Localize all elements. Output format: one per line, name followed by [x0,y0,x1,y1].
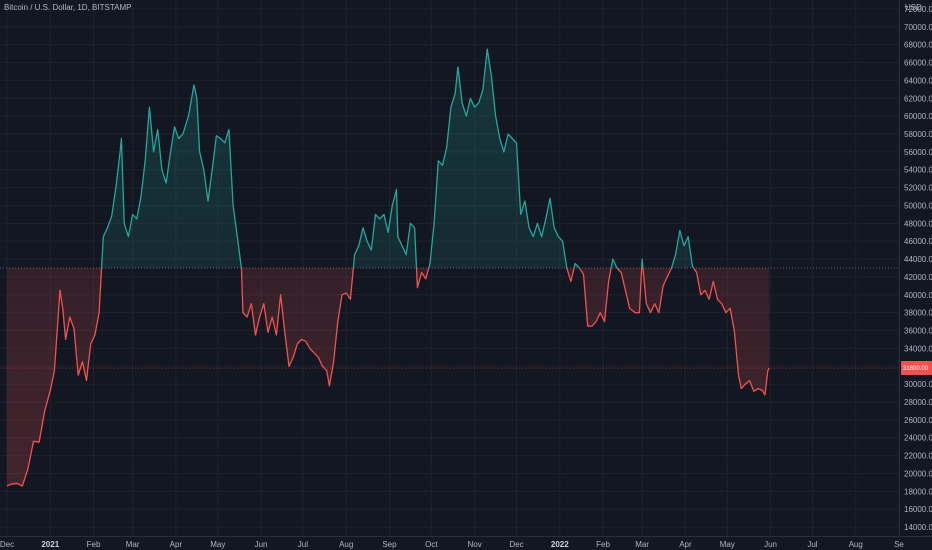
x-tick-label: Jul [298,540,308,549]
y-tick-label: 68000.00 [904,41,932,50]
y-tick-label: 20000.00 [904,469,932,478]
y-tick-label: 30000.00 [904,380,932,389]
x-tick-label: Jul [807,540,817,549]
y-tick-label: 62000.00 [904,94,932,103]
y-tick-label: 70000.00 [904,23,932,32]
x-tick-label: Oct [425,540,438,549]
series-line-below [6,268,770,487]
x-tick-label: Jun [764,540,777,549]
x-tick-label: Apr [170,540,183,549]
x-tick-label: Aug [339,540,353,549]
y-tick-label: 24000.00 [904,434,932,443]
y-tick-label: 46000.00 [904,237,932,246]
y-tick-label: 44000.00 [904,255,932,264]
x-tick-label: Mar [126,540,140,549]
y-tick-label: 14000.00 [904,523,932,532]
price-lines [6,48,770,487]
area-fill-above [7,49,770,268]
y-tick-label: 66000.00 [904,59,932,68]
price-axis-labels: 14000.00 16000.00 18000.00 20000.00 22000.00… [904,5,932,532]
y-tick-label: 18000.00 [904,487,932,496]
x-tick-label: May [210,540,225,549]
x-tick-label: 2022 [551,540,569,549]
area-fill-below [7,268,770,486]
last-price-value: 31800.00 [903,366,929,372]
last-price-label: 31800.00 [901,361,932,376]
x-tick-label: Feb [87,540,101,549]
y-tick-label: 52000.00 [904,184,932,193]
x-tick-label: Feb [596,540,610,549]
y-tick-label: 60000.00 [904,112,932,121]
y-tick-label: 16000.00 [904,505,932,514]
y-tick-label: 56000.00 [904,148,932,157]
x-tick-label: Apr [679,540,692,549]
y-tick-label: 26000.00 [904,416,932,425]
y-tick-label: 64000.00 [904,76,932,85]
x-tick-label: 2021 [41,540,59,549]
last-price-badge [901,361,932,376]
y-tick-label: 22000.00 [904,452,932,461]
area-fills [7,49,770,486]
time-axis-labels: Dec 2021 Feb Mar Apr May Jun Jul Aug Sep Oct Nov Dec… [0,540,904,549]
y-tick-label: 50000.00 [904,201,932,210]
x-tick-label: Aug [849,540,863,549]
y-tick-label: 34000.00 [904,344,932,353]
x-tick-label: Jun [255,540,268,549]
y-tick-label: 42000.00 [904,273,932,282]
y-tick-label: 36000.00 [904,327,932,336]
y-tick-label: 48000.00 [904,219,932,228]
x-tick-label: Sep [382,540,397,549]
x-tick-label: Nov [468,540,482,549]
y-tick-label: 54000.00 [904,166,932,175]
y-tick-label: 40000.00 [904,291,932,300]
x-tick-label: May [720,540,735,549]
series-line-above [100,48,695,268]
x-tick-label: Dec [0,540,14,549]
x-tick-label: Se [894,540,904,549]
x-tick-label: Dec [509,540,523,549]
x-tick-label: Mar [635,540,649,549]
y-tick-label: 28000.00 [904,398,932,407]
currency-label: USD [905,3,922,12]
y-tick-label: 58000.00 [904,130,932,139]
y-tick-label: 72000.00 [904,5,932,14]
y-tick-label: 38000.00 [904,309,932,318]
chart-title: Bitcoin / U.S. Dollar, 1D, BITSTAMP [4,3,132,12]
